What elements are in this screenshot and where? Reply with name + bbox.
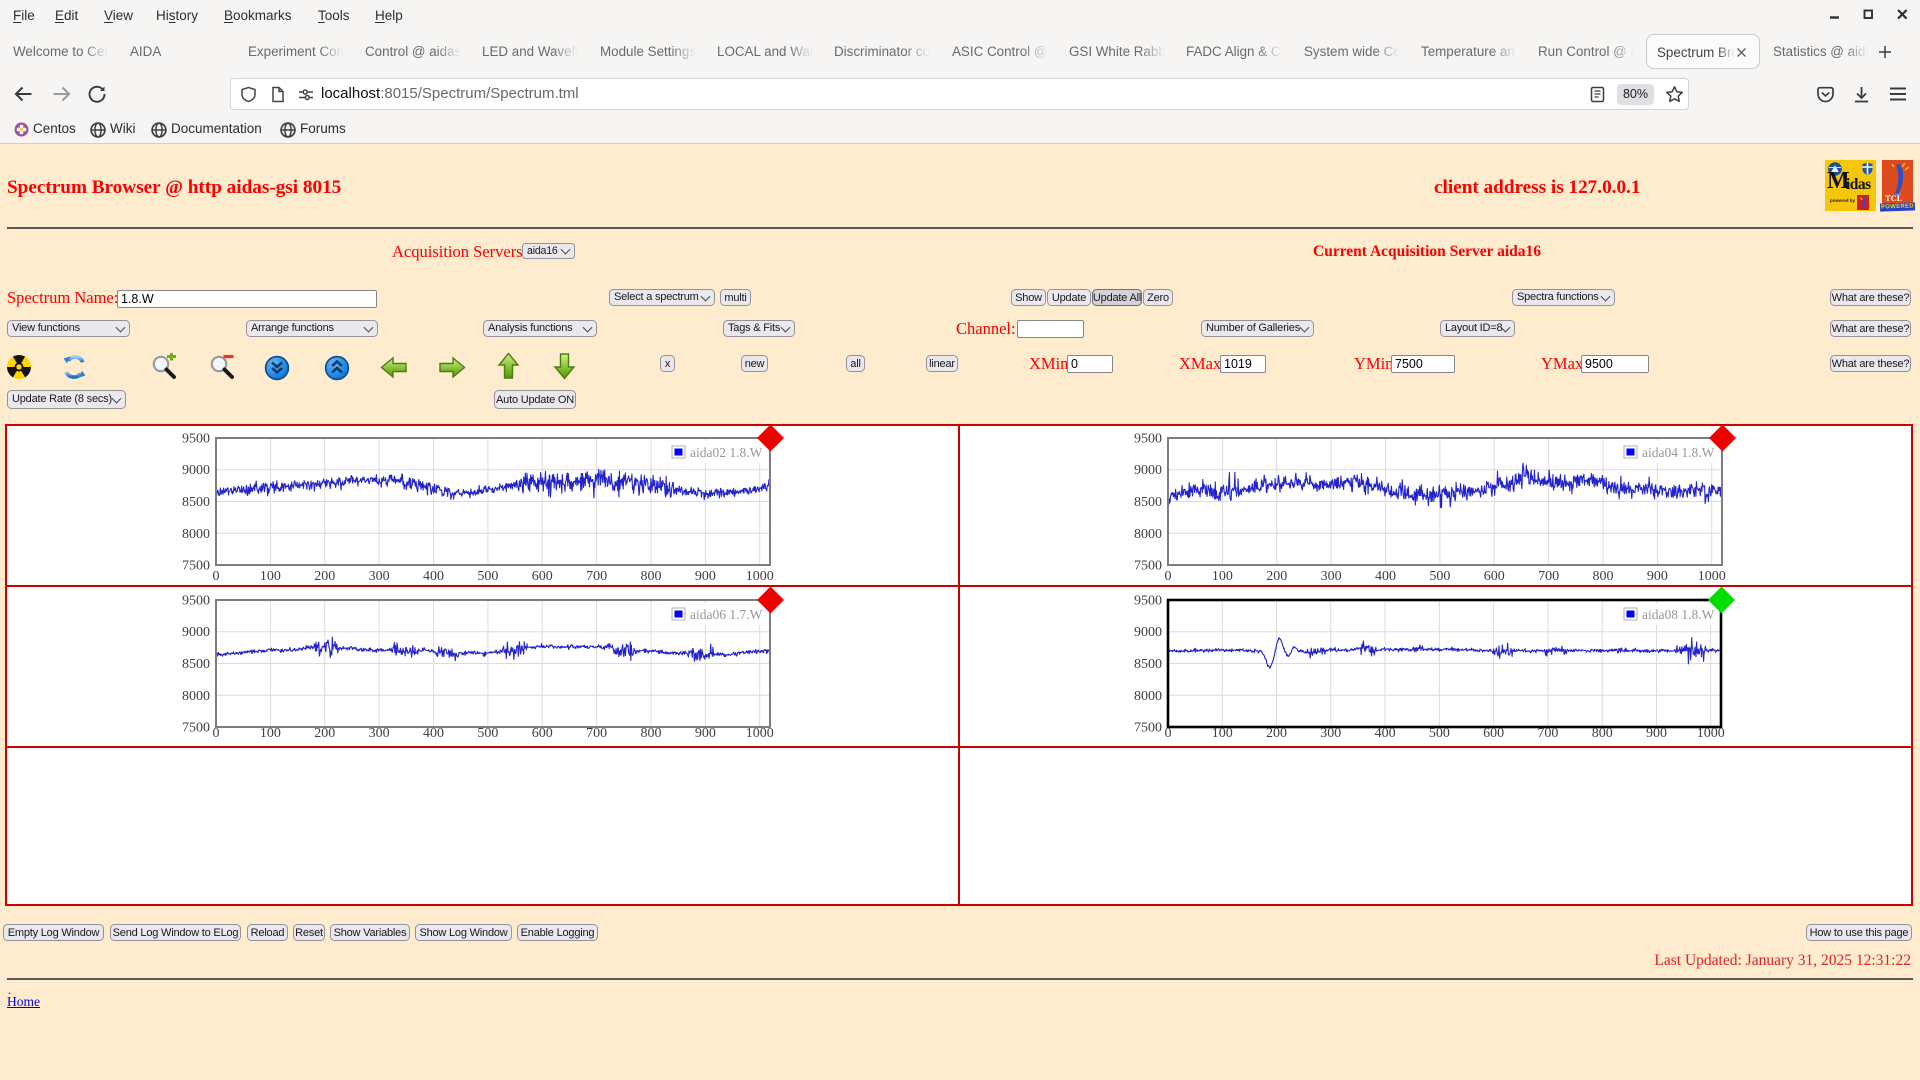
- svg-text:9500: 9500: [182, 432, 210, 447]
- svg-text:700: 700: [1538, 569, 1559, 584]
- svg-text:9000: 9000: [182, 625, 210, 640]
- svg-text:0: 0: [213, 726, 220, 741]
- svg-text:800: 800: [641, 569, 662, 584]
- svg-text:1000: 1000: [1697, 726, 1725, 741]
- svg-text:900: 900: [695, 726, 716, 741]
- svg-text:9000: 9000: [182, 463, 210, 478]
- svg-text:900: 900: [1646, 726, 1667, 741]
- svg-text:400: 400: [423, 726, 444, 741]
- svg-text:8000: 8000: [182, 527, 210, 542]
- svg-text:600: 600: [532, 726, 553, 741]
- svg-text:7500: 7500: [1134, 559, 1162, 574]
- svg-text:400: 400: [423, 569, 444, 584]
- svg-text:7500: 7500: [1134, 721, 1162, 736]
- svg-text:200: 200: [314, 569, 335, 584]
- svg-text:100: 100: [1212, 569, 1233, 584]
- svg-text:aida04 1.8.W: aida04 1.8.W: [1642, 445, 1715, 460]
- svg-text:aida06 1.7.W: aida06 1.7.W: [690, 607, 763, 622]
- svg-text:200: 200: [314, 726, 335, 741]
- svg-text:100: 100: [1212, 726, 1233, 741]
- svg-text:100: 100: [260, 726, 281, 741]
- svg-text:7500: 7500: [182, 721, 210, 736]
- svg-text:200: 200: [1266, 726, 1287, 741]
- svg-text:600: 600: [1484, 569, 1505, 584]
- svg-text:900: 900: [695, 569, 716, 584]
- svg-text:aida08 1.8.W: aida08 1.8.W: [1642, 607, 1715, 622]
- svg-text:300: 300: [369, 569, 390, 584]
- svg-text:400: 400: [1375, 569, 1396, 584]
- svg-text:600: 600: [1483, 726, 1504, 741]
- svg-text:8500: 8500: [182, 495, 210, 510]
- svg-text:200: 200: [1266, 569, 1287, 584]
- svg-text:8500: 8500: [182, 657, 210, 672]
- svg-text:800: 800: [1592, 726, 1613, 741]
- svg-text:0: 0: [1165, 569, 1172, 584]
- svg-text:500: 500: [1429, 569, 1450, 584]
- svg-text:700: 700: [586, 569, 607, 584]
- svg-text:8000: 8000: [1134, 689, 1162, 704]
- svg-text:1000: 1000: [746, 726, 774, 741]
- svg-text:0: 0: [1165, 726, 1172, 741]
- svg-text:400: 400: [1375, 726, 1396, 741]
- svg-text:900: 900: [1647, 569, 1668, 584]
- svg-text:9500: 9500: [1134, 594, 1162, 609]
- svg-text:9000: 9000: [1134, 463, 1162, 478]
- svg-text:0: 0: [213, 569, 220, 584]
- svg-text:9000: 9000: [1134, 625, 1162, 640]
- svg-text:300: 300: [1321, 569, 1342, 584]
- svg-text:aida02 1.8.W: aida02 1.8.W: [690, 445, 763, 460]
- svg-text:8000: 8000: [182, 689, 210, 704]
- svg-text:500: 500: [477, 569, 498, 584]
- svg-text:300: 300: [369, 726, 390, 741]
- svg-text:9500: 9500: [1134, 432, 1162, 447]
- svg-text:8000: 8000: [1134, 527, 1162, 542]
- svg-text:8500: 8500: [1134, 657, 1162, 672]
- svg-text:TCL: TCL: [1885, 193, 1903, 203]
- svg-text:100: 100: [260, 569, 281, 584]
- svg-text:8500: 8500: [1134, 495, 1162, 510]
- svg-text:800: 800: [641, 726, 662, 741]
- svg-text:600: 600: [532, 569, 553, 584]
- svg-text:300: 300: [1320, 726, 1341, 741]
- svg-text:800: 800: [1593, 569, 1614, 584]
- svg-text:1000: 1000: [746, 569, 774, 584]
- svg-text:500: 500: [1429, 726, 1450, 741]
- svg-text:7500: 7500: [182, 559, 210, 574]
- svg-text:500: 500: [477, 726, 498, 741]
- svg-text:9500: 9500: [182, 594, 210, 609]
- svg-text:700: 700: [586, 726, 607, 741]
- svg-text:700: 700: [1537, 726, 1558, 741]
- svg-text:1000: 1000: [1698, 569, 1726, 584]
